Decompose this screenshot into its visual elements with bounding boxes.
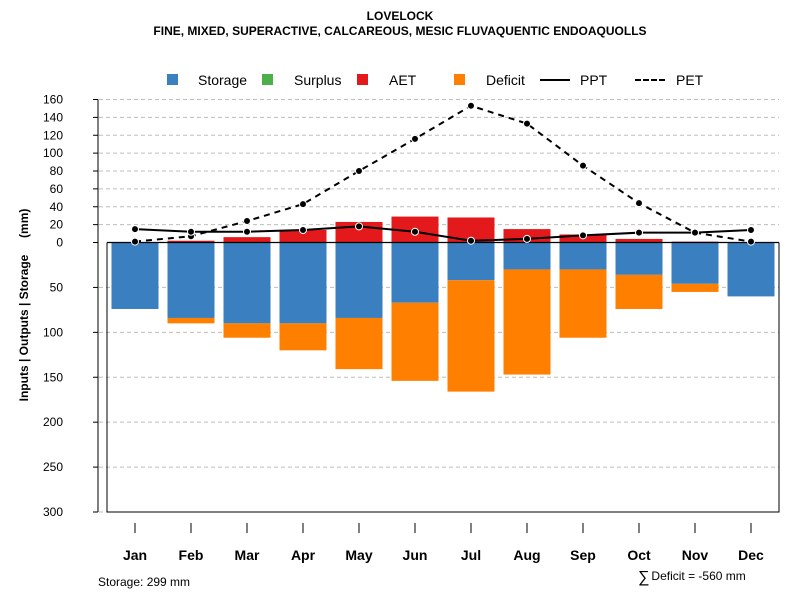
x-tick-label: Feb: [179, 547, 204, 563]
ppt-point: [691, 228, 699, 237]
storage-bar: [335, 242, 383, 318]
y-axis-label: Inputs | Outputs | Storage (mm): [17, 209, 31, 402]
y-tick-label-lower: 300: [43, 505, 63, 519]
legend-line-pet: [635, 79, 665, 81]
legend-label-deficit: Deficit: [486, 72, 525, 88]
x-tick-label: Sep: [570, 547, 596, 563]
y-tick-label-lower: 50: [50, 280, 64, 294]
legend-swatch-storage: [167, 74, 178, 85]
pet-point: [131, 237, 139, 246]
ppt-point: [635, 228, 643, 237]
deficit-bar: [615, 274, 663, 309]
deficit-total-text: Deficit = -560 mm: [651, 569, 746, 583]
pet-point: [467, 101, 475, 110]
storage-bar: [503, 242, 551, 270]
legend-line-ppt: [540, 79, 570, 81]
pet-point: [635, 199, 643, 208]
aet-bar: [279, 229, 327, 243]
storage-bar: [391, 242, 439, 303]
deficit-total-note: ∑ Deficit = -560 mm: [638, 569, 746, 587]
pet-point: [299, 200, 307, 209]
legend-label-ppt: PPT: [580, 72, 608, 88]
y-tick-label-upper: 40: [50, 200, 64, 214]
pet-point: [523, 119, 531, 128]
storage-bar: [279, 242, 327, 324]
y-tick-label-upper: 0: [56, 236, 63, 250]
storage-bar: [223, 242, 271, 324]
y-tick-label-lower: 250: [43, 460, 63, 474]
ppt-point: [299, 225, 307, 234]
aet-bar: [615, 238, 663, 243]
ppt-line: [134, 225, 752, 242]
y-tick-label-lower: 100: [43, 325, 63, 339]
x-tick-label: Dec: [738, 547, 764, 563]
legend-label-storage: Storage: [198, 72, 248, 88]
deficit-bar: [279, 323, 327, 351]
pet-point: [411, 134, 419, 143]
legend-swatch-surplus: [262, 74, 273, 85]
ppt-point: [355, 222, 363, 231]
x-tick-label: Aug: [513, 547, 540, 563]
deficit-bar: [671, 283, 719, 292]
x-tick-label: Apr: [291, 547, 316, 563]
chart-title: LOVELOCK: [366, 9, 434, 23]
ppt-point: [131, 225, 139, 234]
y-tick-label-upper: 60: [50, 182, 64, 196]
pet-line: [134, 104, 752, 243]
x-tick-label: Jan: [123, 547, 147, 563]
x-tick-label: May: [345, 547, 372, 563]
x-tick-label: Jul: [461, 547, 481, 563]
legend-swatch-aet: [357, 74, 368, 85]
plot-frame: [106, 242, 780, 513]
deficit-bar: [391, 302, 439, 381]
aet-bar: [167, 240, 215, 243]
x-tick-label: Nov: [682, 547, 709, 563]
deficit-bar: [223, 323, 271, 338]
x-tick-label: Oct: [627, 547, 651, 563]
aet-bar: [223, 237, 271, 243]
ppt-point: [523, 234, 531, 243]
storage-bar: [671, 242, 719, 284]
chart-subtitle: FINE, MIXED, SUPERACTIVE, CALCAREOUS, ME…: [153, 24, 647, 38]
ppt-point: [243, 227, 251, 236]
storage-bar: [559, 242, 607, 270]
storage-bar: [167, 242, 215, 318]
y-tick-label-upper: 120: [43, 128, 63, 142]
pet-point: [243, 217, 251, 226]
ppt-point: [187, 227, 195, 236]
deficit-bar: [447, 280, 495, 392]
legend-label-pet: PET: [676, 72, 704, 88]
legend-swatch-deficit: [454, 74, 465, 85]
deficit-bar: [559, 269, 607, 338]
deficit-bar: [503, 269, 551, 375]
sum-symbol-icon: ∑: [638, 569, 650, 586]
storage-bar: [111, 242, 159, 309]
y-tick-label-lower: 150: [43, 370, 63, 384]
x-tick-label: Mar: [235, 547, 260, 563]
pet-point: [747, 237, 755, 246]
y-tick-label-upper: 80: [50, 164, 64, 178]
y-tick-label-upper: 20: [50, 218, 64, 232]
y-tick-label-upper: 100: [43, 146, 63, 160]
storage-total-note: Storage: 299 mm: [98, 575, 191, 589]
deficit-bar: [335, 317, 383, 370]
legend-label-surplus: Surplus: [294, 72, 342, 88]
y-tick-label-upper: 140: [43, 110, 63, 124]
deficit-bar: [167, 317, 215, 324]
ppt-point: [579, 231, 587, 240]
pet-point: [579, 161, 587, 170]
ppt-point: [747, 225, 755, 234]
y-tick-label-upper: 160: [43, 93, 63, 107]
x-tick-label: Jun: [403, 547, 428, 563]
ppt-point: [411, 227, 419, 236]
legend-label-aet: AET: [389, 72, 417, 88]
storage-bar: [727, 242, 775, 297]
pet-point: [355, 167, 363, 175]
ppt-point: [467, 236, 475, 245]
storage-bar: [447, 242, 495, 281]
storage-bar: [615, 242, 663, 275]
y-tick-label-lower: 200: [43, 415, 63, 429]
